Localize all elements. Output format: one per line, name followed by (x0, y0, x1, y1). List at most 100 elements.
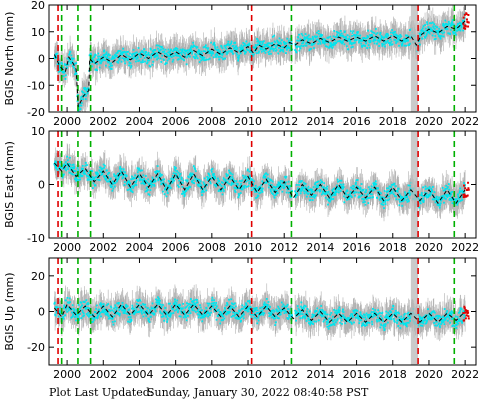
data-point (378, 40, 381, 43)
data-point (143, 183, 146, 186)
data-point (74, 73, 76, 76)
data-point (119, 169, 122, 172)
data-point (436, 26, 439, 29)
data-point (184, 187, 187, 190)
data-point (282, 48, 284, 51)
data-point (151, 181, 154, 183)
data-point (393, 182, 396, 185)
data-point (92, 60, 95, 63)
data-point (157, 47, 159, 50)
data-point (206, 178, 209, 180)
data-point (314, 181, 317, 184)
data-point (365, 189, 368, 191)
data-point (276, 183, 279, 186)
data-point (311, 44, 314, 46)
data-point (163, 178, 166, 181)
data-point (87, 87, 90, 90)
data-point (162, 181, 165, 184)
data-point (137, 53, 140, 55)
data-point (228, 44, 231, 47)
data-point (399, 36, 401, 39)
data-point (237, 56, 240, 59)
data-point (334, 36, 337, 39)
data-point (191, 181, 194, 183)
data-point (181, 185, 184, 188)
data-point (251, 179, 254, 182)
data-point (273, 196, 276, 199)
data-point (254, 184, 257, 187)
data-point (284, 183, 287, 186)
data-point (367, 29, 369, 32)
data-point (408, 194, 411, 197)
data-point (317, 42, 320, 45)
data-point (97, 52, 100, 55)
data-point (324, 196, 327, 199)
data-point (386, 195, 389, 198)
data-point (89, 176, 92, 179)
data-point (429, 29, 432, 32)
data-point (422, 186, 424, 189)
data-point (257, 51, 260, 54)
data-point (152, 52, 155, 55)
data-point (311, 195, 313, 198)
data-point (268, 183, 271, 186)
data-point (91, 176, 94, 179)
error-bars (54, 5, 466, 112)
data-point (139, 56, 142, 58)
data-point (345, 35, 347, 38)
data-point (59, 161, 62, 164)
data-point (323, 188, 326, 190)
data-point (325, 192, 328, 195)
data-point (205, 184, 208, 187)
data-point (138, 179, 141, 182)
data-point (145, 180, 148, 183)
data-point (338, 179, 341, 182)
data-point (221, 181, 224, 184)
data-point (178, 173, 181, 176)
data-point (353, 191, 356, 193)
data-point (167, 187, 170, 190)
data-point (261, 43, 264, 45)
data-point (285, 52, 287, 54)
data-point (200, 59, 203, 62)
data-point (210, 41, 212, 44)
data-point (399, 194, 402, 197)
data-point (199, 182, 201, 185)
data-point (299, 180, 301, 183)
data-point (157, 177, 160, 180)
data-point (339, 39, 342, 42)
data-point (452, 30, 454, 33)
data-point (266, 44, 269, 47)
data-point (211, 50, 214, 53)
data-point (171, 180, 174, 183)
data-point (430, 22, 433, 25)
data-point (153, 49, 155, 51)
data-point (69, 166, 72, 169)
data-point (433, 23, 436, 26)
data-point (84, 98, 87, 101)
data-point (457, 22, 460, 25)
data-point (280, 186, 283, 189)
data-point (217, 177, 219, 180)
data-point (258, 192, 261, 195)
data-point (208, 52, 211, 55)
data-point (236, 183, 239, 185)
data-point (92, 178, 95, 181)
data-point (406, 35, 409, 38)
data-point (429, 193, 431, 196)
data-point (196, 183, 199, 186)
data-point (404, 193, 407, 196)
data-point (188, 176, 190, 179)
data-point (142, 53, 145, 56)
data-point (99, 59, 102, 61)
data-point (384, 201, 387, 203)
data-point (230, 40, 233, 43)
data-point (102, 171, 105, 174)
data-point (111, 64, 113, 67)
data-point (110, 186, 112, 189)
data-point (340, 183, 342, 186)
data-point (276, 40, 279, 43)
data-point (239, 187, 242, 190)
data-point (215, 185, 217, 188)
data-point (168, 185, 171, 188)
